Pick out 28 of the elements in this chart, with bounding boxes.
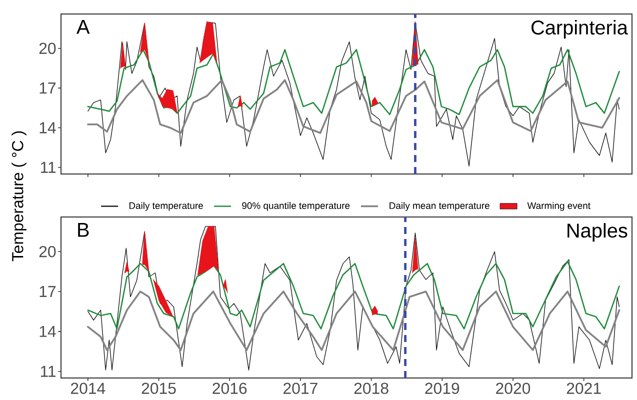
line-series bbox=[87, 79, 620, 134]
line-series bbox=[87, 260, 620, 330]
y-tick-label: 14 bbox=[40, 122, 56, 134]
x-tick-label: 2019 bbox=[425, 382, 460, 394]
annotation: B bbox=[78, 223, 89, 237]
y-tick-label: 17 bbox=[40, 286, 56, 297]
legend-label: Daily mean temperature bbox=[390, 202, 490, 211]
annotation: Naples bbox=[568, 223, 628, 242]
x-tick-label: 2016 bbox=[212, 382, 247, 394]
y-tick-label: 11 bbox=[40, 366, 56, 377]
x-tick-label: 2015 bbox=[142, 382, 176, 394]
x-tick-label: 2018 bbox=[354, 382, 388, 394]
x-tick-label: 2014 bbox=[70, 382, 106, 394]
x-tick-label: 2017 bbox=[284, 382, 318, 394]
y-tick-label: 17 bbox=[40, 82, 56, 94]
x-tick-label: 2021 bbox=[566, 382, 601, 394]
y-tick-label: 20 bbox=[39, 42, 56, 54]
y-tick-label: 20 bbox=[39, 246, 56, 258]
annotation: Carpinteria bbox=[532, 20, 628, 39]
x-tick-label: 2020 bbox=[496, 382, 530, 394]
legend-label: 90% quantile temperature bbox=[242, 202, 350, 211]
y-tick-label: 14 bbox=[40, 326, 56, 337]
line-series bbox=[87, 290, 620, 351]
legend-label: Warming event bbox=[527, 202, 590, 211]
annotation: A bbox=[76, 20, 90, 34]
legend-label: Daily temperature bbox=[129, 202, 203, 211]
y-axis-title: Temperature ( °C ) bbox=[12, 131, 26, 262]
y-tick-label: 11 bbox=[40, 162, 56, 173]
